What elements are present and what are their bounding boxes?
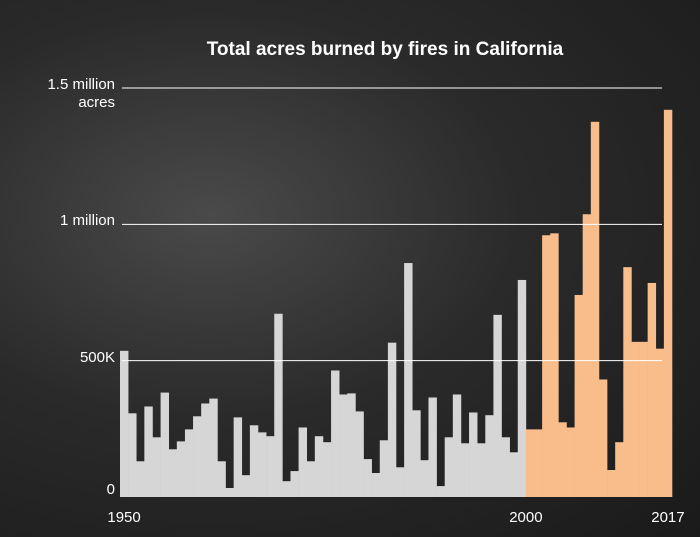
bar [136, 461, 145, 497]
bar [525, 429, 535, 497]
bar [517, 279, 527, 497]
bar [404, 263, 413, 497]
bar [160, 392, 170, 497]
bar [339, 394, 348, 497]
bar [120, 350, 129, 497]
bar [550, 233, 559, 497]
bar [493, 314, 502, 497]
bar [607, 470, 616, 497]
bar [249, 425, 259, 497]
bar [266, 436, 275, 497]
bar [258, 432, 267, 497]
bar [355, 411, 364, 497]
bar [444, 437, 454, 497]
bar [509, 452, 519, 497]
y-tick-label: 500K [79, 348, 115, 366]
bar [209, 398, 218, 497]
bar [574, 294, 584, 497]
bar [647, 282, 657, 497]
bar [225, 488, 234, 497]
bar [331, 370, 340, 497]
bar [615, 442, 624, 497]
bar [598, 379, 608, 497]
bar [298, 427, 308, 497]
chart-title: Total acres burned by fires in Californi… [207, 39, 564, 60]
bar [201, 403, 210, 497]
bar [144, 406, 153, 497]
bar [168, 449, 178, 497]
bar [582, 214, 592, 497]
bar [663, 109, 673, 498]
bar [469, 412, 478, 497]
bar [322, 442, 332, 497]
bar [639, 341, 648, 497]
bar [290, 471, 299, 497]
bar [428, 397, 437, 497]
bar [534, 429, 543, 497]
bar [558, 422, 567, 497]
bar [128, 413, 137, 497]
bar [623, 267, 632, 497]
bar [282, 481, 291, 497]
bar [387, 342, 397, 497]
bar [274, 313, 283, 497]
bar [176, 441, 186, 497]
bar [542, 235, 551, 498]
bar [184, 429, 194, 497]
bar [371, 473, 381, 497]
bar [314, 436, 324, 497]
bar [460, 443, 470, 497]
x-tick-label: 1950 [107, 509, 140, 526]
bar [306, 461, 316, 497]
x-tick-label: 2017 [651, 509, 684, 526]
bar [655, 348, 665, 497]
bar [590, 121, 600, 497]
x-tick-label: 2000 [509, 509, 542, 526]
bar [501, 437, 510, 497]
y-tick-label: 0 [106, 481, 115, 498]
bar [566, 427, 575, 497]
bar [152, 437, 161, 497]
bar [241, 475, 251, 497]
y-tick-label: 1.5 million acres [47, 76, 115, 111]
bar [396, 467, 405, 497]
bar [452, 394, 462, 497]
bar [217, 461, 226, 497]
bar [436, 486, 446, 497]
bar [363, 459, 372, 497]
bar [379, 440, 389, 497]
bar [485, 415, 494, 497]
y-tick-label: 1 million [59, 212, 115, 230]
bar [412, 410, 421, 497]
bar [233, 417, 243, 497]
bar [631, 341, 640, 497]
bar [347, 393, 356, 497]
bar [193, 416, 202, 497]
bar [477, 443, 486, 497]
bar [420, 460, 429, 497]
